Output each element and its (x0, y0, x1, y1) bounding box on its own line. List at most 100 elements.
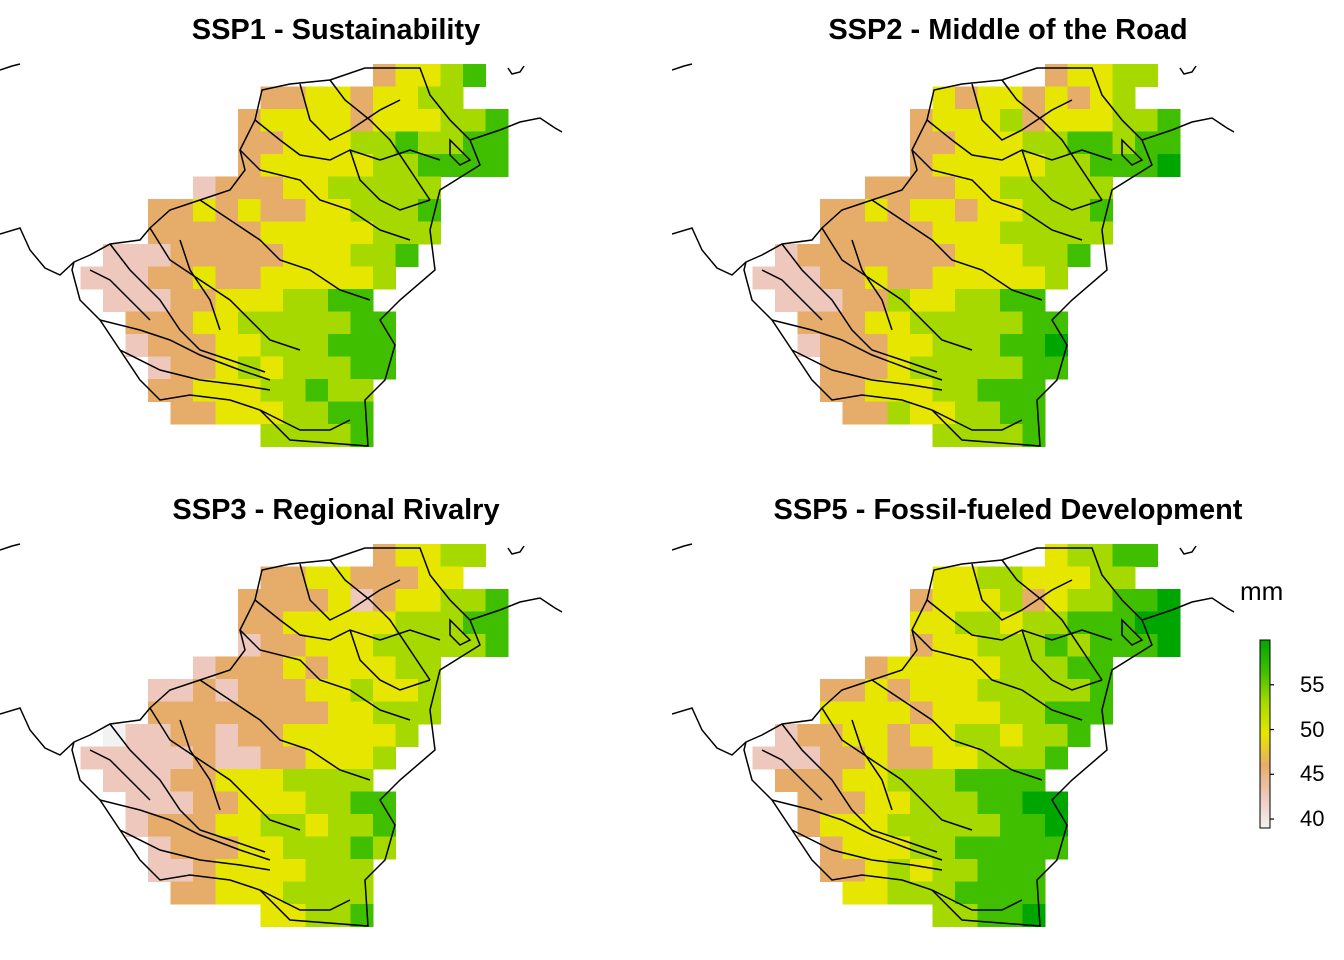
raster-cell (1067, 131, 1091, 155)
raster-cell (350, 334, 374, 357)
raster-cell (305, 814, 329, 837)
raster-cell (1022, 86, 1046, 110)
raster-cell (1022, 334, 1046, 357)
raster-cell (440, 634, 464, 657)
raster-cell (1022, 424, 1046, 447)
raster-cell (1067, 176, 1091, 200)
raster-cell (238, 656, 261, 680)
raster-cell (955, 131, 978, 155)
raster-cell (932, 679, 956, 702)
admin-boundary (149, 707, 301, 831)
raster-cell (955, 289, 978, 312)
legend-tick-label: 45 (1300, 761, 1325, 787)
raster-cell (932, 566, 956, 590)
raster-cell (820, 724, 843, 747)
raster-cell (215, 334, 239, 357)
panel-title: SSP2 - Middle of the Road (828, 14, 1188, 46)
panel-ssp3: SSP3 - Regional Rivalry (0, 480, 672, 960)
raster-cell (1045, 64, 1068, 87)
raster-cell (305, 836, 329, 860)
raster-cell (328, 131, 351, 155)
raster-cell (865, 881, 888, 905)
raster-cell (1045, 109, 1068, 132)
raster-cell (238, 724, 261, 747)
raster-cell (910, 131, 933, 155)
raster-cell (887, 311, 911, 335)
admin-boundary (99, 799, 271, 861)
admin-boundary (239, 149, 411, 241)
admin-boundary (89, 749, 151, 801)
raster-cell (193, 814, 216, 837)
raster-cell (328, 836, 351, 860)
raster-cell (1112, 634, 1136, 657)
raster-cell (955, 334, 978, 357)
raster-cell (148, 266, 171, 290)
raster-cell (260, 311, 284, 335)
raster-cell (1135, 109, 1158, 132)
raster-cell (260, 611, 284, 635)
raster-cell (395, 589, 419, 612)
raster-cell (305, 746, 329, 770)
raster-cell (350, 679, 374, 702)
raster-cell (463, 64, 486, 87)
admin-boundary (0, 543, 21, 551)
raster-cell (932, 131, 956, 155)
raster-cell (1000, 109, 1023, 132)
admin-boundary (299, 563, 401, 621)
raster-cell (820, 379, 843, 402)
raster-cell (305, 724, 329, 747)
raster-cell (215, 881, 239, 905)
raster-cell (1000, 379, 1023, 402)
raster-cell (910, 769, 933, 792)
admin-boundary (781, 243, 938, 373)
raster-cell (215, 746, 239, 770)
raster-cell (1022, 154, 1046, 177)
raster-cell (238, 881, 261, 905)
raster-cell (887, 746, 911, 770)
raster-cell (865, 176, 888, 200)
raster-cell (283, 86, 306, 110)
raster-cell (170, 859, 194, 882)
raster-cell (932, 334, 956, 357)
raster-cell (148, 311, 171, 335)
raster-cell (977, 379, 1001, 402)
raster-cell (1045, 634, 1068, 657)
raster-cell (955, 86, 978, 110)
raster-cell (418, 109, 441, 132)
raster-cell (283, 679, 306, 702)
raster-cell (328, 109, 351, 132)
raster-cell (1022, 221, 1046, 245)
raster-cell (1000, 266, 1023, 290)
admin-boundary (971, 83, 1073, 141)
raster-cell (1045, 86, 1068, 110)
raster-cell (910, 311, 933, 335)
raster-cell (328, 814, 351, 837)
raster-cell (215, 221, 239, 245)
raster-cell (305, 221, 329, 245)
admin-boundary (349, 629, 431, 691)
raster-cell (260, 836, 284, 860)
raster-cell (238, 266, 261, 290)
raster-cell (148, 791, 171, 815)
raster-cell (328, 881, 351, 905)
raster-cell (1045, 836, 1068, 860)
raster-cell (977, 244, 1001, 267)
raster-cell (1045, 221, 1068, 245)
raster-cell (170, 199, 194, 222)
raster-cell (170, 769, 194, 792)
raster-cell (373, 746, 396, 770)
raster-cell (305, 266, 329, 290)
raster-cell (887, 881, 911, 905)
raster-cell (1090, 199, 1113, 222)
raster-cell (418, 589, 441, 612)
raster-cell (373, 701, 396, 725)
raster-cell (350, 176, 374, 200)
raster-cell (283, 176, 306, 200)
raster-cell (373, 589, 396, 612)
raster-cell (440, 86, 464, 110)
raster-cell (418, 176, 441, 200)
raster-cell (820, 334, 843, 357)
raster-cell (932, 199, 956, 222)
raster-cell (977, 356, 1001, 380)
raster-cell (305, 311, 329, 335)
